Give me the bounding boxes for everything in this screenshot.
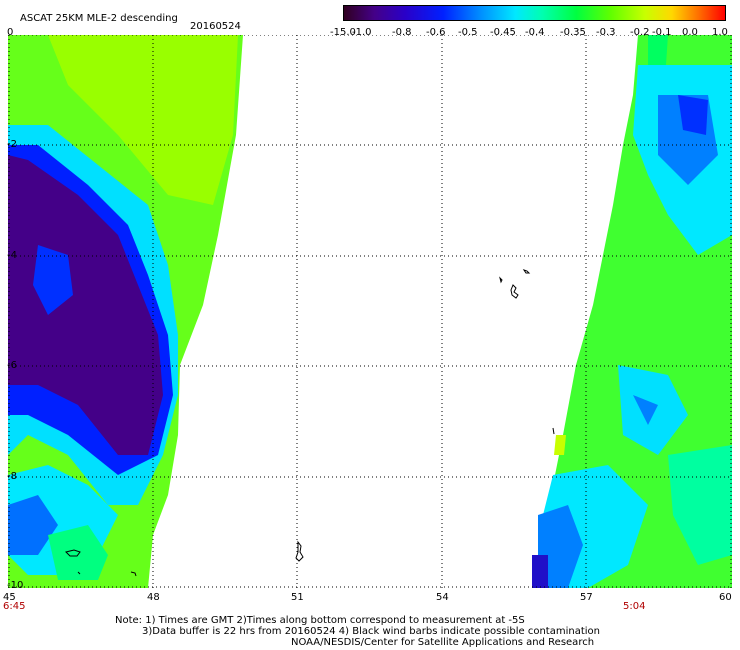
colorbar-tick: -0.5: [458, 27, 478, 38]
island: [295, 540, 304, 562]
colorbar-tick: -0.6: [426, 27, 446, 38]
colorbar-tick: -0.4: [525, 27, 545, 38]
left-swath: [8, 35, 243, 588]
graticule: [8, 35, 732, 588]
time-label-right: 5:04: [623, 601, 646, 612]
map-title: ASCAT 25KM MLE-2 descending: [20, 13, 178, 24]
island: [499, 276, 503, 284]
colorbar-tick-labels: -15.0 -1.0 -0.8 -0.6 -0.5 -0.45 -0.4 -0.…: [330, 27, 730, 39]
lat-label: 0: [7, 27, 14, 38]
lon-label: 51: [291, 592, 304, 603]
island: [77, 571, 81, 575]
note-line-2: 3)Data buffer is 22 hrs from 20160524 4)…: [142, 626, 600, 637]
island: [510, 284, 519, 299]
lat-label: -4: [7, 250, 17, 261]
lat-label: -10: [7, 580, 24, 591]
lon-label: 48: [147, 592, 160, 603]
colorbar-tick: -1.0: [352, 27, 372, 38]
colorbar-tick: -0.3: [596, 27, 616, 38]
lat-label: -6: [7, 360, 17, 371]
right-swath: [532, 35, 732, 588]
time-label-left: 6:45: [3, 601, 26, 612]
island: [552, 427, 555, 435]
map-date: 20160524: [190, 21, 241, 32]
colorbar-tick: -0.1: [652, 27, 672, 38]
colorbar-tick: -15.0: [330, 27, 356, 38]
lon-label: 57: [580, 592, 593, 603]
colorbar-tick: -0.35: [560, 27, 586, 38]
island: [130, 571, 137, 577]
colorbar-tick: 1.0: [712, 27, 728, 38]
lon-label: 54: [436, 592, 449, 603]
footnotes: Note: 1) Times are GMT 2)Times along bot…: [115, 615, 715, 648]
colorbar-tick: -0.45: [490, 27, 516, 38]
coastlines: [65, 269, 555, 577]
lat-label: -8: [7, 471, 17, 482]
colorbar-tick: -0.8: [392, 27, 412, 38]
lon-label: 45: [3, 592, 16, 603]
wind-map-plot: [8, 35, 732, 588]
lat-label: -2: [7, 139, 17, 150]
lon-label: 60: [719, 592, 732, 603]
colorbar-tick: 0.0: [682, 27, 698, 38]
island: [522, 269, 531, 274]
colorbar-tick: -0.2: [630, 27, 650, 38]
note-line-1: Note: 1) Times are GMT 2)Times along bot…: [115, 615, 525, 626]
island: [65, 549, 81, 557]
wind-map-svg: [8, 35, 732, 588]
colorbar: [343, 5, 726, 21]
note-line-3: NOAA/NESDIS/Center for Satellite Applica…: [291, 637, 595, 648]
